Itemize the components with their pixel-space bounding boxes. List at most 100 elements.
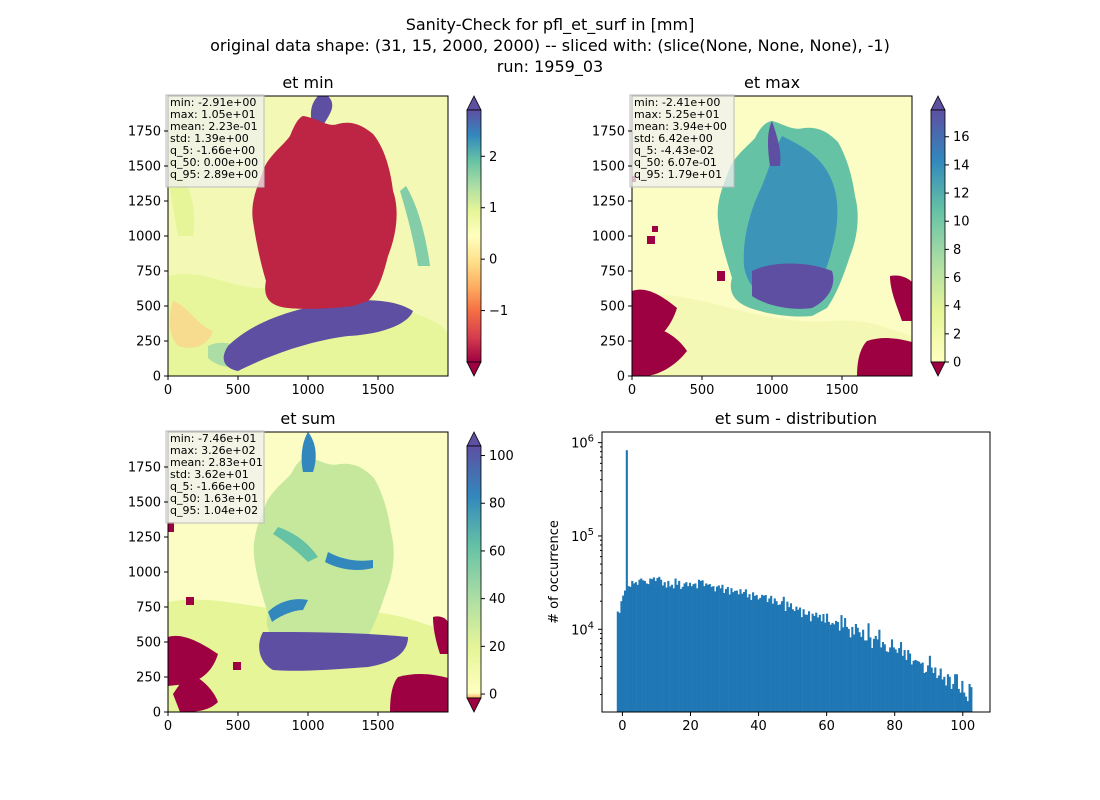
histogram-bar xyxy=(692,584,695,712)
histogram-bar xyxy=(957,688,960,712)
histogram-bar xyxy=(939,668,942,712)
histogram-bar xyxy=(771,603,775,712)
histogram-bar xyxy=(919,663,922,712)
histogram-bar xyxy=(959,692,962,712)
histogram-bar xyxy=(881,642,885,712)
stat-line: min: -2.91e+00 xyxy=(170,96,256,109)
axis-ticks: 0 500 1000 150002505007501000125015001750−1… xyxy=(128,125,975,735)
histogram-bar xyxy=(679,589,683,712)
x-tick-label: 500 xyxy=(226,719,251,734)
x-tick-label: 80 xyxy=(886,719,903,734)
stat-line: q_5: -1.66e+00 xyxy=(170,480,255,493)
colorbar-tick-label: 12 xyxy=(953,187,970,202)
histogram-bar xyxy=(903,650,906,712)
histogram-bar xyxy=(961,680,964,712)
axes-title: et sum - distribution xyxy=(715,409,877,428)
histogram-bar xyxy=(705,583,708,712)
histogram-bar xyxy=(844,618,847,712)
stat-line: max: 5.25e+01 xyxy=(634,108,720,121)
stat-line: q_95: 1.79e+01 xyxy=(634,168,722,181)
histogram-bar xyxy=(647,584,650,712)
x-tick-label: 0 xyxy=(164,383,172,398)
y-tick-label: 1750 xyxy=(592,125,625,140)
colorbar-tick-label: 80 xyxy=(489,497,506,512)
histogram-bar xyxy=(717,585,720,712)
histogram-bar xyxy=(916,660,919,712)
colorbar-tick-label: 0 xyxy=(489,253,497,268)
histogram-bar xyxy=(946,674,949,712)
histogram-bar xyxy=(681,586,684,712)
colorbar-tick-label: 2 xyxy=(489,150,497,165)
histogram-bar xyxy=(672,588,675,712)
y-tick-label: 1250 xyxy=(592,195,625,210)
histogram-bar xyxy=(728,594,731,712)
histogram-bar xyxy=(625,450,628,712)
histogram-bar xyxy=(791,609,794,712)
histogram-bar xyxy=(775,601,778,712)
colorbar-et-min xyxy=(466,95,482,377)
histogram-bar xyxy=(793,611,796,712)
histogram-bar xyxy=(853,634,856,712)
histogram-bar xyxy=(703,586,706,712)
histogram-bar xyxy=(952,683,955,712)
histogram-bar xyxy=(734,590,737,712)
stat-line: mean: 3.94e+00 xyxy=(634,120,727,133)
heatmap-et-max xyxy=(632,96,912,376)
y-tick-label: 1000 xyxy=(592,230,625,245)
x-tick-label: 20 xyxy=(682,719,699,734)
histogram-bar xyxy=(901,655,904,712)
histogram-bar xyxy=(955,674,959,712)
histogram-bar xyxy=(869,637,872,712)
histogram-bar xyxy=(896,652,899,712)
stat-line: q_50: 6.07e-01 xyxy=(634,156,717,169)
histogram-bar xyxy=(910,664,913,712)
figure-title-line-1: Sanity-Check for pfl_et_surf in [mm] xyxy=(406,15,695,35)
histogram-bar xyxy=(746,597,749,712)
histogram-bar xyxy=(732,592,735,712)
histogram-bar xyxy=(833,624,836,712)
y-tick-label: 500 xyxy=(136,636,161,651)
colorbar-tick-label: 6 xyxy=(953,271,961,286)
histogram-bar xyxy=(912,660,915,712)
histogram-bar xyxy=(865,640,868,712)
histogram-bar xyxy=(687,586,690,712)
histogram-bar xyxy=(667,580,670,712)
histogram-bar xyxy=(715,586,719,712)
histogram-bar xyxy=(908,653,912,712)
colorbar-tick-label: −1 xyxy=(489,304,508,319)
stat-line: min: -2.41e+00 xyxy=(634,96,720,109)
histogram-bar xyxy=(966,701,969,712)
figure-title-line-3: run: 1959_03 xyxy=(497,57,603,77)
histogram-bar xyxy=(802,609,805,712)
histogram-bar xyxy=(836,621,839,712)
histogram-bar xyxy=(921,662,924,712)
histogram-bar xyxy=(963,692,966,712)
histogram-bar xyxy=(750,600,753,712)
x-tick-label: 500 xyxy=(226,383,251,398)
histogram-bar xyxy=(725,589,728,712)
histogram-bar xyxy=(820,621,823,712)
histogram-bar xyxy=(623,590,627,712)
histogram-bar xyxy=(878,629,881,712)
stat-line: q_5: -4.43e-02 xyxy=(634,144,714,157)
histogram-bar xyxy=(811,613,814,712)
histogram-bar xyxy=(806,614,809,712)
histogram-bar xyxy=(660,579,663,712)
histogram-bar xyxy=(665,587,668,712)
histogram-bar xyxy=(726,586,729,712)
histogram-bar xyxy=(737,594,740,712)
histogram-bar xyxy=(678,580,681,712)
histogram-bar xyxy=(849,637,852,712)
y-tick-label: 1750 xyxy=(128,461,161,476)
y-tick-label: 1250 xyxy=(128,195,161,210)
x-tick-label: 500 xyxy=(690,383,715,398)
colorbar-tick-label: 10 xyxy=(953,215,970,230)
histogram-bar xyxy=(932,673,935,712)
figure-title-line-2: original data shape: (31, 15, 2000, 2000… xyxy=(210,36,890,55)
histogram-bar xyxy=(714,591,717,712)
histogram-bar xyxy=(780,601,784,712)
histogram-bar xyxy=(800,617,803,712)
histogram-bar xyxy=(640,578,643,712)
y-tick-label: 105 xyxy=(571,527,594,545)
